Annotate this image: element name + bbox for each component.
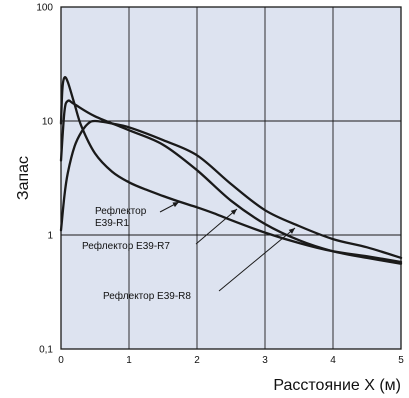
x-tick-label: 5	[398, 355, 404, 366]
plot-area	[60, 6, 402, 350]
arrowhead	[230, 209, 237, 215]
annotation-label: Рефлектор	[95, 205, 147, 217]
annotation-label: E39-R1	[95, 218, 129, 229]
series-line-3	[59, 119, 403, 260]
series-layer	[59, 76, 403, 265]
y-tick-label: 100	[36, 3, 53, 14]
x-tick-labels: 0 1 2 3 4 5	[58, 355, 404, 366]
x-tick-label: 1	[126, 355, 132, 366]
annotation-arrow	[195, 208, 238, 245]
y-axis-title: Запас	[15, 156, 32, 200]
x-tick-label: 2	[194, 355, 200, 366]
y-tick-label: 10	[42, 117, 54, 128]
arrowhead	[172, 202, 179, 208]
annotation-3: Рефлектор E39-R8	[103, 227, 296, 302]
x-tick-label: 3	[262, 355, 268, 366]
x-tick-label: 4	[330, 355, 336, 366]
annotation-arrow	[218, 227, 296, 292]
y-tick-label: 1	[47, 231, 53, 242]
x-axis-title: Расстояние X (м)	[273, 377, 401, 394]
series-line-1	[59, 76, 403, 264]
y-tick-labels: 0,1 1 10 100	[36, 3, 53, 356]
annotation-label: Рефлектор E39-R7	[82, 240, 170, 252]
y-tick-label: 0,1	[39, 345, 53, 356]
grid-lines	[61, 7, 401, 349]
arrowhead	[288, 228, 295, 234]
x-tick-label: 0	[58, 355, 64, 366]
annotation-2: Рефлектор E39-R7	[82, 208, 238, 252]
series-line-2	[59, 99, 403, 265]
annotation-label: Рефлектор E39-R8	[103, 290, 191, 302]
